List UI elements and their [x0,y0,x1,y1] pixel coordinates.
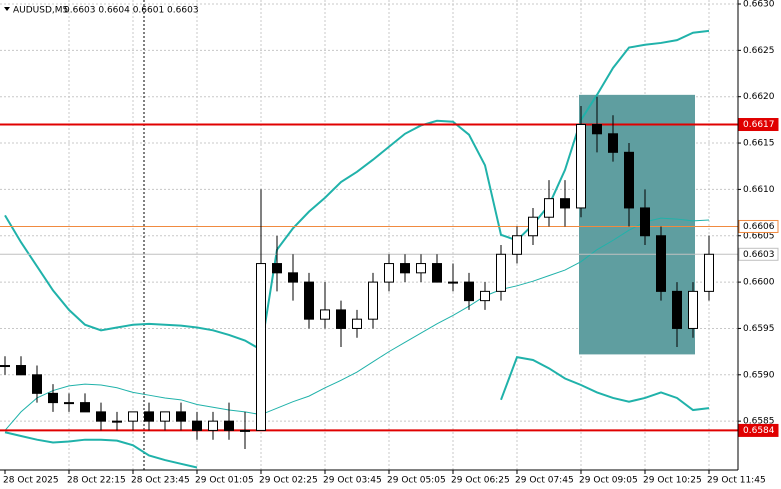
x-tick-label: 29 Oct 01:05 [195,476,254,486]
candle-body [368,281,378,320]
candle-body [528,216,538,237]
x-tick-label: 29 Oct 06:25 [451,476,510,486]
candle-body [656,235,666,292]
candle-body [560,198,570,209]
candle-body [448,281,458,284]
candle-body [224,420,234,431]
candle-body [256,263,266,431]
x-tick-label: 29 Oct 09:05 [579,476,638,486]
level-label: 0.6606 [743,222,775,232]
y-tick-label: 0.6605 [743,231,775,241]
candle-body [592,124,602,135]
x-tick-label: 29 Oct 02:25 [259,476,318,486]
level-label-box [738,423,779,437]
y-tick-label: 0.6615 [743,139,775,149]
symbol-title: AUDUSD,M5 [13,6,68,16]
x-tick-label: 29 Oct 03:45 [323,476,382,486]
level-label-box [738,219,779,233]
y-tick-label: 0.6595 [743,324,775,334]
candle-body [144,411,154,422]
candle-body [176,411,186,422]
candle-body [288,272,298,283]
band-lower [4,356,710,469]
x-tick-label: 28 Oct 2025 [3,476,59,486]
candle-body [272,263,282,274]
level-label-box [738,118,779,132]
y-tick-label: 0.6585 [743,417,775,427]
level-label-box [738,247,779,261]
candle-body [64,402,74,405]
candle-body [432,263,442,283]
candle-body [304,281,314,320]
candle-body [192,420,202,431]
candle-body [480,290,490,302]
candle-body [608,133,618,153]
candle-body [688,290,698,329]
axes: 0.66300.66250.66200.66150.66100.66050.66… [3,0,779,486]
x-tick-label: 29 Oct 10:25 [643,476,702,486]
candle-body [320,309,330,320]
candle-body [464,281,474,302]
candle-body [576,124,586,209]
candle-body [96,411,106,422]
y-tick-label: 0.6610 [743,185,775,195]
x-tick-label: 29 Oct 05:05 [387,476,446,486]
candle-body [544,198,554,218]
plot [0,29,738,469]
y-tick-label: 0.6620 [743,92,775,102]
candle-body [496,253,506,292]
level-label: 0.6584 [743,426,775,436]
menu-arrow[interactable] [4,7,10,11]
candle-body [112,420,122,423]
candle-body [624,151,634,209]
candle-body [416,263,426,274]
y-tick-label: 0.6625 [743,46,775,56]
candle-body [240,429,250,432]
candle-body [208,420,218,431]
level-label: 0.6603 [743,250,775,260]
candle-body [352,318,362,329]
y-tick-label: 0.6630 [743,0,775,10]
x-tick-label: 29 Oct 07:45 [515,476,574,486]
level-label: 0.6617 [743,120,775,130]
candle-body [512,235,522,255]
candle-body [0,365,10,368]
candle-body [672,290,682,329]
x-tick-label: 28 Oct 23:45 [131,476,190,486]
candle-body [16,365,26,376]
candle-body [704,253,714,292]
candle-body [384,263,394,283]
candle-body [160,411,170,422]
candle-body [32,374,42,394]
candle-body [336,309,346,329]
ohlc-header: 0.6603 0.6604 0.6601 0.6603 [64,6,199,16]
band-upper [4,29,710,352]
y-tick-label: 0.6590 [743,370,775,380]
band-middle [4,217,710,431]
x-tick-label: 28 Oct 22:15 [67,476,126,486]
x-tick-label: 29 Oct 11:45 [707,476,766,486]
candle-body [128,411,138,422]
y-tick-label: 0.6600 [743,278,775,288]
candle-body [400,263,410,274]
candle-body [80,402,90,413]
candle-body [48,392,58,404]
candle-body [640,207,650,237]
